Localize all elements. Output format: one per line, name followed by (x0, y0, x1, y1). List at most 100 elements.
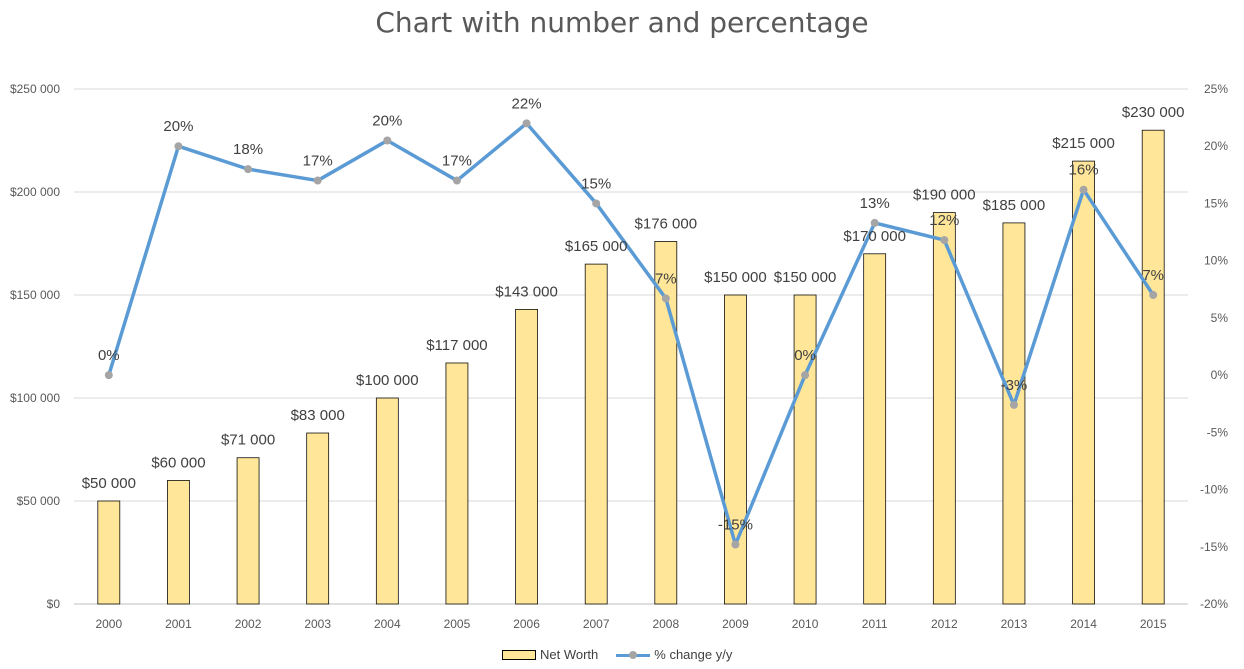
bar-value-label: $83 000 (291, 407, 345, 424)
line-point (313, 176, 322, 185)
chart-title: Chart with number and percentage (375, 6, 869, 39)
bar-value-label: $150 000 (704, 269, 767, 286)
bar-value-label: $165 000 (565, 238, 628, 255)
line-point (940, 236, 949, 245)
line-point (1079, 185, 1088, 194)
legend-bar-swatch (502, 649, 536, 660)
bar (654, 241, 678, 605)
bar (236, 457, 260, 605)
y-tick-label: $100 000 (10, 391, 60, 405)
line-point (522, 119, 531, 128)
y2-tick-label: -10% (1200, 483, 1228, 497)
line-point (1149, 291, 1158, 299)
line-point (661, 294, 670, 303)
x-tick-label: 2015 (1140, 617, 1167, 631)
line-point (1009, 400, 1018, 409)
bar-value-label: $150 000 (774, 269, 837, 286)
legend-item-net-worth: Net Worth (502, 647, 598, 662)
x-tick-label: 2009 (722, 617, 749, 631)
line-value-label: 7% (655, 270, 677, 287)
line-point (870, 218, 879, 227)
bar-value-label: $185 000 (983, 197, 1046, 214)
bar-value-label: $117 000 (426, 337, 487, 354)
bar-value-label: $170 000 (843, 228, 906, 245)
line-value-label: 17% (442, 153, 472, 170)
bar-value-label: $230 000 (1122, 104, 1185, 121)
bar (863, 253, 887, 605)
line-point (801, 371, 810, 380)
line-value-label: 0% (794, 347, 816, 364)
line-value-label: 17% (303, 153, 333, 170)
y2-tick-label: 5% (1211, 311, 1229, 325)
bar (584, 263, 608, 605)
legend-label-percent-change: % change y/y (654, 647, 733, 662)
bar (306, 432, 330, 605)
x-tick-label: 2013 (1001, 617, 1028, 631)
x-tick-label: 2002 (235, 617, 262, 631)
x-tick-label: 2011 (862, 617, 888, 631)
bar (932, 212, 956, 605)
x-tick-label: 2001 (165, 617, 192, 631)
gridlines (74, 88, 1188, 605)
y-tick-label: $200 000 (10, 185, 60, 199)
y2-tick-label: 20% (1204, 139, 1228, 153)
y-tick-label: $0 (47, 597, 61, 611)
x-tick-label: 2012 (931, 617, 958, 631)
y-tick-label: $150 000 (10, 288, 60, 302)
line-value-label: 0% (98, 347, 120, 364)
bar (97, 500, 121, 605)
y2-tick-label: 25% (1204, 82, 1228, 96)
y2-tick-label: 15% (1204, 196, 1228, 210)
line-value-label: 12% (929, 212, 959, 229)
y-tick-label: $250 000 (10, 82, 60, 96)
line-value-label: 7% (1142, 267, 1164, 284)
line-point (383, 136, 392, 145)
line-point (244, 165, 253, 174)
x-tick-label: 2008 (652, 617, 679, 631)
bar-value-label: $176 000 (635, 215, 698, 232)
line-value-label: 13% (860, 195, 890, 212)
x-tick-label: 2003 (304, 617, 331, 631)
bar (1002, 222, 1026, 605)
x-tick-label: 2000 (95, 617, 122, 631)
y-tick-label: $50 000 (17, 494, 61, 508)
bar (167, 480, 190, 605)
x-tick-label: 2004 (374, 617, 401, 631)
line-point (452, 176, 461, 185)
y2-tick-label: 0% (1211, 368, 1229, 382)
line-value-label: 20% (163, 118, 193, 135)
line-value-label: -15% (718, 516, 753, 533)
line-point (731, 540, 740, 549)
line-value-label: 18% (233, 141, 263, 158)
legend: Net Worth % change y/y (502, 647, 732, 662)
x-tick-label: 2006 (513, 617, 540, 631)
x-tick-label: 2014 (1070, 617, 1097, 631)
x-tick-label: 2005 (444, 617, 471, 631)
bar-value-label: $60 000 (151, 454, 205, 471)
legend-line-swatch (616, 650, 651, 660)
axis-ticks: $0 $50 000 $100 000 $150 000 $200 000 $250 00… (10, 82, 1228, 631)
bar (375, 397, 399, 605)
line-value-label: 20% (372, 113, 402, 130)
bar-value-label: $71 000 (221, 432, 275, 449)
data-labels: $50 000 $60 000 $71 000 $83 000 $100 000 $117… (82, 95, 1185, 533)
bar-value-label: $50 000 (82, 475, 136, 492)
series-line (107, 121, 1155, 547)
bar (1072, 160, 1095, 605)
bar (724, 294, 747, 605)
line-value-label: 16% (1069, 162, 1099, 179)
line-value-label: 22% (512, 95, 542, 112)
percent-change-line (104, 119, 1158, 549)
bar-value-label: $100 000 (356, 372, 419, 389)
bar-value-label: $190 000 (913, 187, 976, 204)
bar (793, 294, 817, 605)
y2-tick-label: 10% (1204, 254, 1228, 268)
y2-tick-label: -15% (1200, 540, 1228, 554)
y2-tick-label: -5% (1207, 425, 1229, 439)
line-value-label: -3% (1001, 377, 1028, 394)
legend-label-net-worth: Net Worth (540, 647, 599, 662)
line-point (104, 371, 113, 380)
bar-value-label: $215 000 (1052, 135, 1115, 152)
x-tick-label: 2007 (583, 617, 610, 631)
